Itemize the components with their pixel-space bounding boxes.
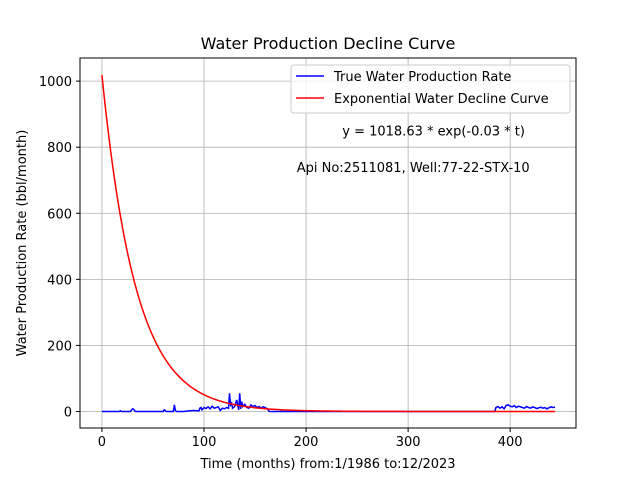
plot-area [80,58,576,428]
annotations: y = 1018.63 * exp(-0.03 * t) Api No:25110… [297,125,530,176]
legend: True Water Production Rate Exponential W… [290,64,571,114]
series-line-decline-curve [101,74,556,413]
axes-frame [79,57,577,429]
annotation-text: Api No:2511081, Well:77-22-STX-10 [297,161,530,176]
y-tick-label: 1000 [39,75,72,90]
legend-box [290,64,571,114]
legend-label-true-rate: True Water Production Rate [333,70,511,85]
x-tick-label: 300 [396,435,421,450]
legend-label-decline-curve: Exponential Water Decline Curve [334,92,549,107]
x-ticks: 0 100 200 300 400 [98,428,523,450]
y-tick-label: 200 [47,339,72,354]
x-tick-label: 100 [192,435,217,450]
y-ticks: 0 200 400 600 800 1000 [39,75,80,420]
x-tick-label: 200 [294,435,319,450]
series-line-true-rate [101,393,556,413]
y-tick-label: 800 [47,141,72,156]
y-tick-label: 600 [47,207,72,222]
chart-title: Water Production Decline Curve [201,34,456,53]
x-tick-label: 400 [498,435,523,450]
annotation-text: y = 1018.63 * exp(-0.03 * t) [342,125,525,140]
y-axis-label: Water Production Rate (bbl/month) [15,130,30,357]
y-tick-label: 400 [47,273,72,288]
x-tick-label: 0 [98,435,106,450]
series-layer [101,74,556,413]
y-tick-label: 0 [64,405,72,420]
x-axis-label: Time (months) from:1/1986 to:12/2023 [199,457,455,472]
